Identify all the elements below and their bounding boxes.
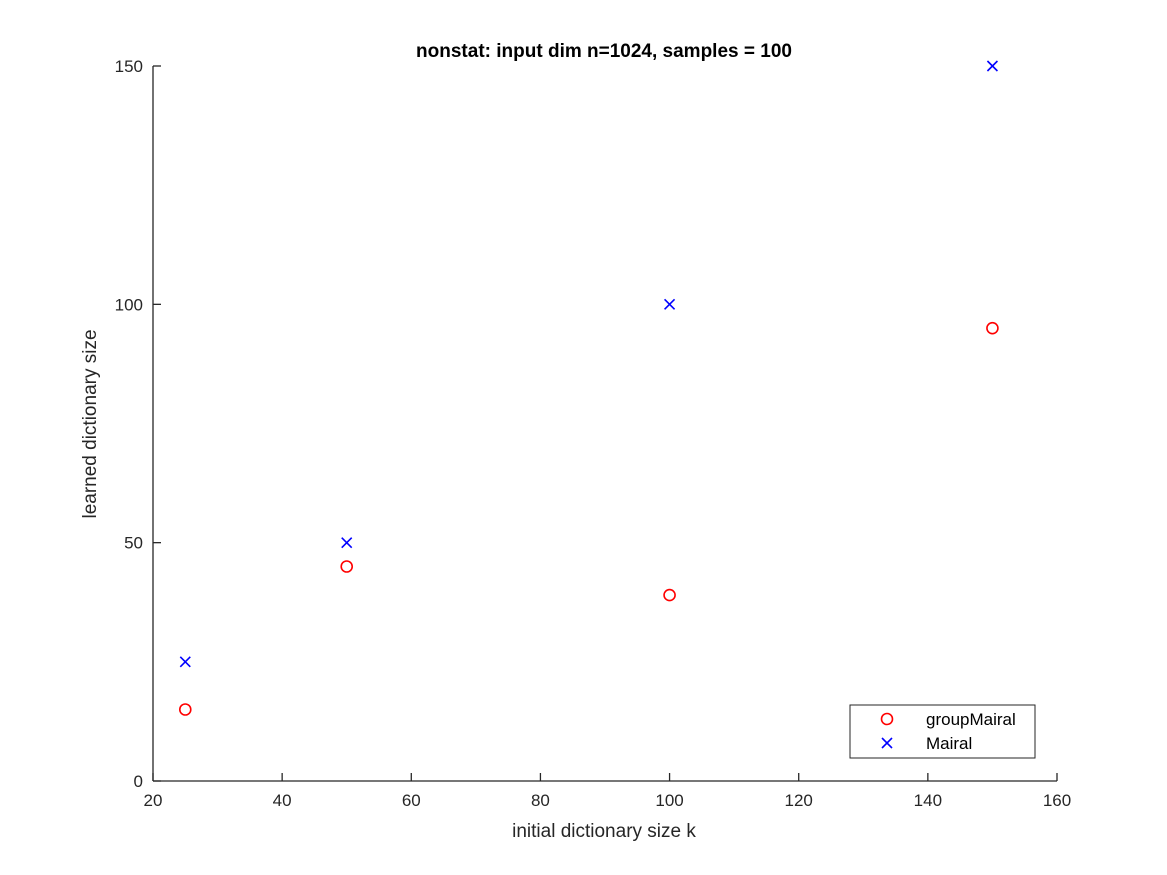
legend-box — [849, 704, 1036, 759]
plot-axes — [152, 66, 1057, 782]
x-tick-label: 20 — [144, 791, 163, 810]
legend-marker — [880, 712, 894, 726]
y-tick-label: 100 — [115, 295, 143, 314]
y-tick-label: 150 — [115, 57, 143, 76]
circle-point — [340, 560, 354, 573]
legend-marker — [881, 737, 893, 749]
circle-point — [986, 321, 999, 335]
x-tick-label: 160 — [1043, 791, 1071, 810]
legend-label: groupMairal — [926, 710, 1016, 729]
x-point — [341, 537, 353, 549]
x-tick-label: 140 — [914, 791, 942, 810]
x-point — [664, 298, 676, 310]
chart-title: nonstat: input dim n=1024, samples = 100 — [416, 41, 792, 62]
x-tick-label: 60 — [402, 791, 421, 810]
x-point — [986, 60, 998, 72]
y-axis-label: learned dictionary size — [80, 329, 101, 518]
circle-point — [178, 703, 192, 716]
x-tick-label: 100 — [655, 791, 683, 810]
legend: groupMairal Mairal — [849, 704, 1036, 759]
axis-ticks: 20 40 60 80 100 120 140 160 0 50 100 150 — [115, 57, 1072, 810]
y-tick-label: 50 — [124, 534, 143, 553]
y-tick-label: 0 — [134, 772, 143, 791]
x-tick-label: 120 — [785, 791, 813, 810]
x-point — [179, 656, 191, 668]
legend-label: Mairal — [926, 734, 972, 753]
x-tick-label: 80 — [531, 791, 550, 810]
data-marks — [178, 60, 999, 716]
circle-point — [663, 588, 676, 602]
x-tick-label: 40 — [273, 791, 292, 810]
x-axis-label: initial dictionary size k — [512, 821, 696, 842]
